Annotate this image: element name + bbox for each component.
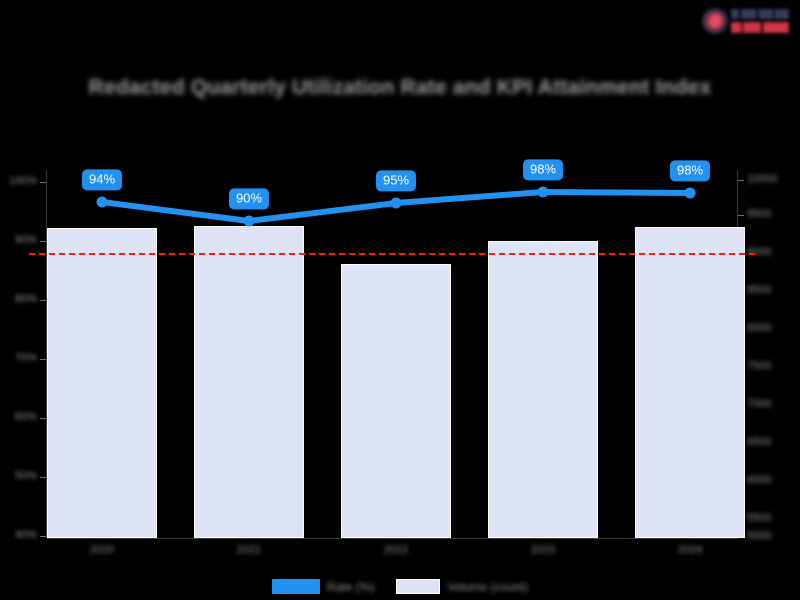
line-series bbox=[96, 186, 696, 227]
x-axis-tick-label-1: 2021 bbox=[236, 544, 262, 556]
data-label-4: 98% bbox=[669, 160, 711, 181]
right-axis-tick-label: 5000 bbox=[747, 530, 772, 542]
bottom-axis-line bbox=[46, 538, 738, 539]
line-marker-1 bbox=[243, 215, 255, 227]
left-axis-tick-label: 90% bbox=[14, 234, 37, 246]
x-axis-tick-label-2: 2022 bbox=[383, 544, 409, 556]
left-tick bbox=[40, 359, 46, 360]
line-marker-4 bbox=[684, 187, 696, 199]
data-label-1: 90% bbox=[228, 188, 270, 209]
data-label-2: 95% bbox=[375, 170, 417, 191]
right-axis-tick-label: 8500 bbox=[747, 284, 772, 296]
bar-0[interactable] bbox=[47, 228, 157, 538]
data-label-3: 98% bbox=[522, 159, 564, 180]
logo-wordmark-line-2 bbox=[731, 22, 789, 33]
right-axis-tick-label: 9500 bbox=[747, 208, 772, 220]
right-tick bbox=[738, 215, 744, 216]
reference-line bbox=[29, 253, 755, 255]
x-axis-tick-label-3: 2023 bbox=[530, 544, 556, 556]
line-marker-0 bbox=[96, 196, 108, 208]
right-axis-tick-label: 5500 bbox=[747, 512, 772, 524]
legend-swatch-line bbox=[271, 579, 320, 594]
right-axis-tick-label: 7000 bbox=[747, 398, 772, 410]
left-axis-tick-label: 60% bbox=[14, 411, 37, 423]
left-tick bbox=[40, 418, 46, 419]
right-axis-tick-label: 10000 bbox=[747, 173, 778, 185]
left-tick bbox=[40, 182, 46, 183]
chart-legend: Rate (%) Volume (count) bbox=[0, 579, 800, 594]
bar-2[interactable] bbox=[341, 264, 451, 538]
left-axis-tick-label: 40% bbox=[14, 529, 37, 541]
right-axis-tick-label: 8000 bbox=[747, 322, 772, 334]
left-tick bbox=[40, 536, 46, 537]
legend-item-line[interactable]: Rate (%) bbox=[271, 579, 375, 594]
left-axis-tick-label: 50% bbox=[14, 470, 37, 482]
right-axis-tick-label: 7500 bbox=[747, 360, 772, 372]
right-axis-tick-label: 6500 bbox=[747, 436, 772, 448]
line-marker-2 bbox=[390, 197, 402, 209]
company-logo bbox=[700, 4, 792, 38]
logo-mark-icon bbox=[702, 8, 728, 34]
legend-swatch-bar bbox=[396, 579, 441, 594]
data-label-0: 94% bbox=[81, 169, 123, 190]
right-tick bbox=[738, 180, 744, 181]
legend-item-bar[interactable]: Volume (count) bbox=[396, 579, 528, 594]
chart-title: Redacted Quarterly Utilization Rate and … bbox=[88, 76, 712, 99]
left-axis-line bbox=[46, 170, 47, 538]
left-tick bbox=[40, 300, 46, 301]
logo-wordmark-line-1 bbox=[731, 9, 789, 19]
bar-4[interactable] bbox=[635, 227, 745, 538]
left-axis-tick-label: 100% bbox=[8, 175, 37, 187]
x-axis-tick-label-4: 2024 bbox=[677, 544, 703, 556]
x-axis-tick-label-0: 2020 bbox=[89, 544, 115, 556]
legend-label-line: Rate (%) bbox=[326, 579, 375, 594]
plot-area: 100% 90% 80% 70% 60% 50% 40% 10000 9500 … bbox=[9, 159, 778, 556]
left-axis-tick-label: 80% bbox=[14, 293, 37, 305]
right-axis-tick-label: 6000 bbox=[747, 474, 772, 486]
right-axis-tick-label: 9000 bbox=[747, 246, 772, 258]
left-axis-tick-label: 70% bbox=[14, 352, 37, 364]
line-marker-3 bbox=[537, 186, 549, 198]
legend-label-bar: Volume (count) bbox=[447, 579, 529, 594]
left-tick bbox=[40, 241, 46, 242]
bar-3[interactable] bbox=[488, 241, 598, 538]
left-tick bbox=[40, 477, 46, 478]
